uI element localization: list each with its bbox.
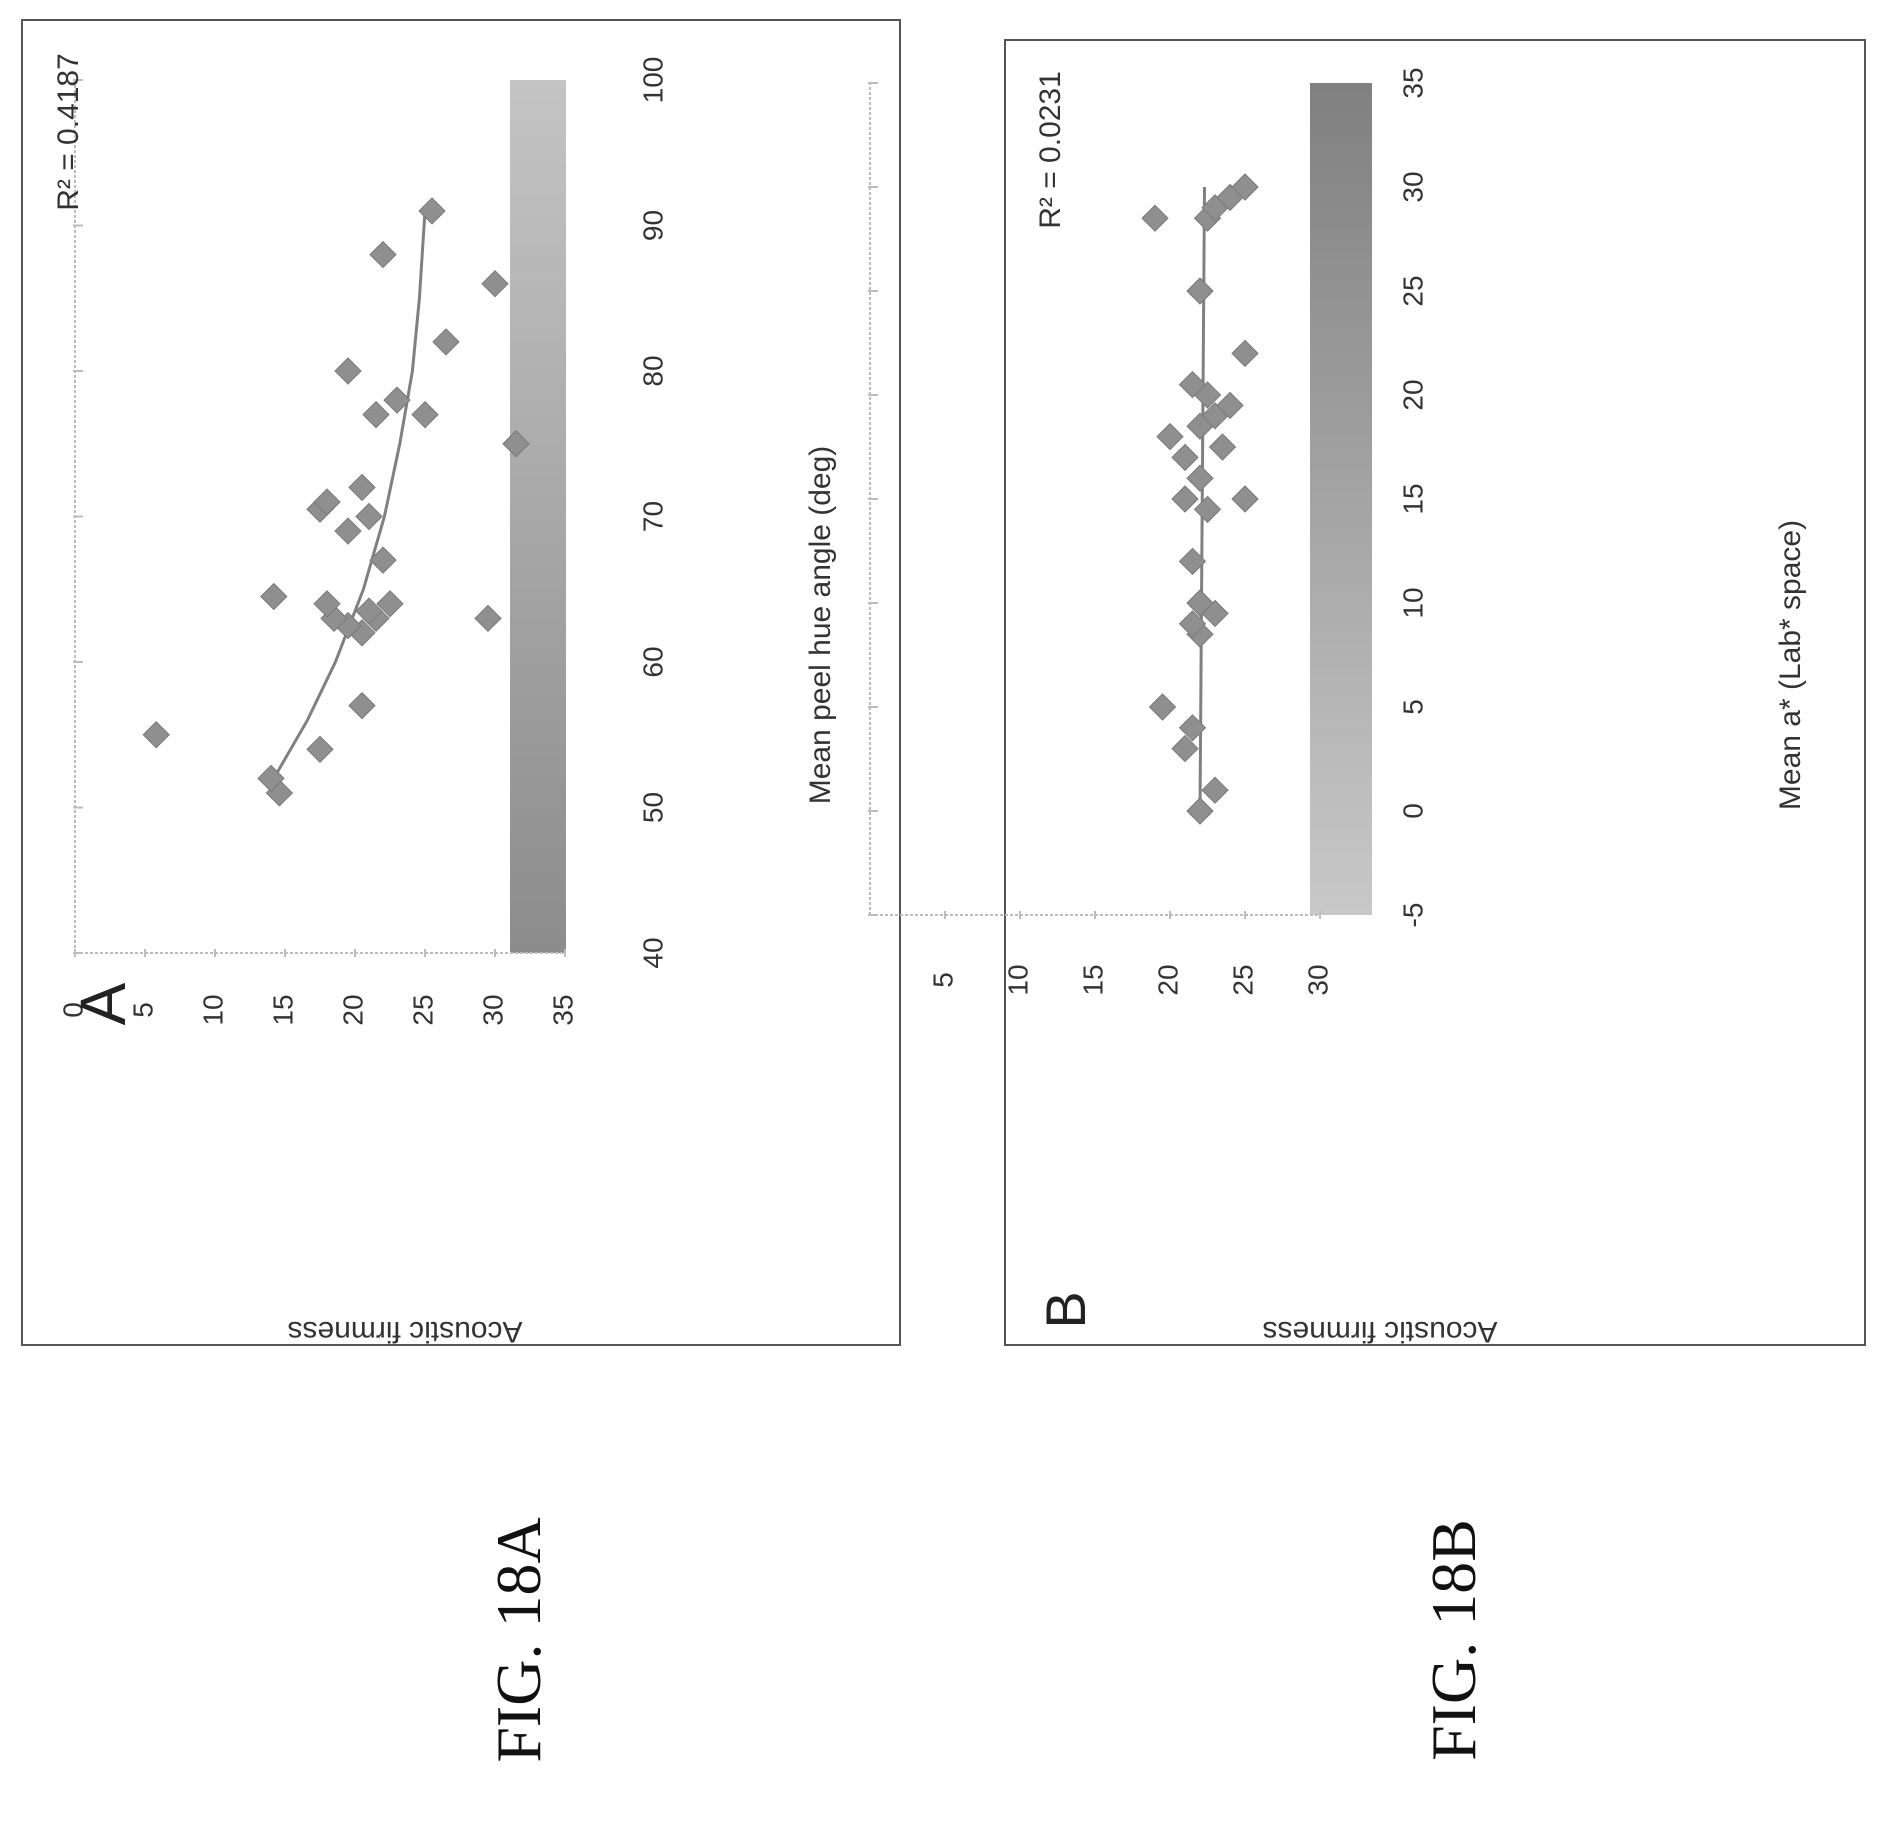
chart-b-data-point	[1231, 485, 1259, 513]
chart-b-data-point	[1178, 547, 1207, 576]
chart-a-x-tick-label: 100	[637, 57, 668, 104]
chart-a-r2: R² = 0.4187	[52, 53, 85, 211]
chart-a-data-point	[313, 590, 341, 618]
chart-a-panel-letter: A	[67, 982, 139, 1025]
figure-label-18b: FIG. 18B	[1418, 1519, 1489, 1761]
chart-a-y-tick-label: 0	[57, 1002, 88, 1018]
chart-b-frame	[1004, 39, 1866, 1346]
chart-a-data-point	[376, 590, 404, 618]
chart-b-data-point	[1148, 693, 1177, 721]
chart-a-x-tick-label: 70	[637, 501, 668, 532]
chart-b-data-point	[1178, 610, 1207, 638]
chart-b-x-tick-label: -5	[1397, 903, 1428, 928]
chart-b-x-tick-label: 25	[1397, 275, 1428, 306]
chart-b-x-tick-label: 5	[1397, 699, 1428, 715]
chart-b-y-axis-title: Acoustic firmness	[1262, 1315, 1497, 1348]
chart-b-x-tick-label: 35	[1397, 67, 1428, 98]
chart-a-y-tick-label: 25	[407, 994, 438, 1025]
chart-a-data-point	[383, 386, 411, 414]
chart-a-data-point	[334, 357, 362, 385]
chart-b-x-ticks: -5 0 5 10 15 20 25 30 35	[868, 67, 1428, 927]
chart-b: -5 0 5 10 15 20 25 30 35 5 10 15 20 25 30 B R² = 0.02…	[868, 39, 1866, 1348]
chart-a-y-ticks: 0 5 10 15 20 25 30 35	[57, 949, 578, 1026]
chart-a-data-point	[432, 328, 460, 356]
chart-b-data-point	[1208, 433, 1237, 461]
chart-b-y-tick-label: 5	[927, 972, 958, 988]
chart-b-data-point	[1186, 464, 1214, 492]
chart-a-x-ticks: 40 50 60 70 80 90 100	[73, 57, 668, 969]
chart-a-data-point	[369, 240, 397, 269]
chart-b-data-point	[1156, 422, 1184, 451]
chart-a-data-point	[418, 197, 446, 225]
chart-a-x-axis-title: Mean peel hue angle (deg)	[804, 446, 837, 805]
chart-b-x-tick-label: 30	[1397, 171, 1428, 202]
chart-b-y-tick-label: 25	[1227, 964, 1258, 995]
chart-b-data-point	[1186, 589, 1214, 617]
chart-a-data-point	[348, 691, 376, 720]
chart-b-data-point	[1193, 495, 1222, 524]
chart-b-y-tick-label: 20	[1152, 964, 1183, 995]
chart-a-y-tick-label: 5	[127, 1002, 158, 1018]
chart-a-data-point	[313, 488, 341, 516]
chart-b-x-tick-label: 10	[1397, 587, 1428, 618]
chart-a-data-point	[142, 721, 170, 749]
chart-b-x-tick-label: 20	[1397, 379, 1428, 410]
chart-a-data-point	[369, 546, 397, 574]
chart-b-points	[1141, 173, 1259, 825]
chart-a-data-point	[474, 604, 502, 633]
chart-a-y-tick-label: 35	[547, 994, 578, 1025]
chart-b-y-ticks: 5 10 15 20 25 30	[927, 911, 1333, 996]
chart-a-trendline	[272, 210, 427, 780]
chart-a-x-tick-label: 50	[637, 792, 668, 823]
chart-b-data-point	[1178, 714, 1207, 742]
chart-b-data-point	[1171, 485, 1199, 513]
chart-a-data-point	[355, 597, 383, 625]
chart-a-data-point	[334, 517, 362, 545]
chart-a-frame	[21, 19, 901, 1346]
chart-b-data-point	[1178, 370, 1207, 399]
chart-a-data-point	[348, 473, 376, 502]
chart-a-data-point	[411, 400, 439, 429]
chart-a-x-tick-label: 90	[637, 210, 668, 241]
chart-a-points	[142, 197, 530, 807]
chart-a-data-point	[355, 502, 383, 531]
chart-b-r2: R² = 0.0231	[1034, 71, 1067, 229]
chart-a-data-point	[257, 764, 285, 793]
chart-b-data-point	[1171, 443, 1199, 472]
figure-label-18a: FIG. 18A	[483, 1517, 554, 1762]
chart-a-x-tick-label: 60	[637, 646, 668, 677]
chart-a-colorbar	[510, 80, 566, 953]
chart-b-data-point	[1186, 797, 1214, 825]
chart-a-x-tick-label: 40	[637, 937, 668, 968]
chart-b-x-axis-title: Mean a* (Lab* space)	[1774, 520, 1807, 810]
chart-a-y-tick-label: 10	[197, 994, 228, 1025]
chart-b-data-point	[1186, 277, 1214, 305]
chart-b-panel-letter: B	[1034, 1291, 1097, 1328]
chart-b-data-point	[1231, 173, 1259, 201]
chart-a-data-point	[306, 735, 334, 764]
chart-b-data-point	[1141, 204, 1169, 232]
chart-a-y-tick-label: 15	[267, 994, 298, 1025]
chart-b-y-tick-label: 30	[1302, 964, 1333, 995]
chart-a-x-tick-label: 80	[637, 355, 668, 386]
chart-b-y-tick-label: 15	[1077, 964, 1108, 995]
chart-a-data-point	[481, 269, 509, 298]
chart-a-y-axis-title: Acoustic firmness	[287, 1315, 522, 1348]
chart-b-data-point	[1216, 391, 1244, 420]
chart-b-colorbar	[1310, 83, 1372, 915]
chart-a-data-point	[362, 400, 390, 429]
chart-a-y-tick-label: 20	[337, 994, 368, 1025]
chart-b-x-tick-label: 0	[1397, 803, 1428, 819]
chart-b-data-point	[1171, 734, 1199, 763]
chart-a-data-point	[260, 582, 288, 611]
chart-a: 40 50 60 70 80 90 100 0 5 10 15 20 25 30 35 A R² = 0.…	[21, 19, 901, 1348]
chart-b-y-tick-label: 10	[1002, 964, 1033, 995]
chart-b-x-tick-label: 15	[1397, 483, 1428, 514]
chart-a-y-tick-label: 30	[477, 994, 508, 1025]
chart-a-data-point	[502, 430, 530, 458]
chart-b-data-point	[1231, 339, 1259, 368]
chart-b-data-point	[1201, 776, 1229, 804]
